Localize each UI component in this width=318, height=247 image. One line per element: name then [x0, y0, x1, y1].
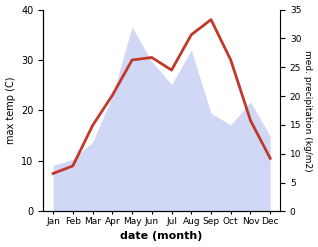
X-axis label: date (month): date (month)	[121, 231, 203, 242]
Y-axis label: med. precipitation (kg/m2): med. precipitation (kg/m2)	[303, 50, 313, 171]
Y-axis label: max temp (C): max temp (C)	[5, 77, 16, 144]
